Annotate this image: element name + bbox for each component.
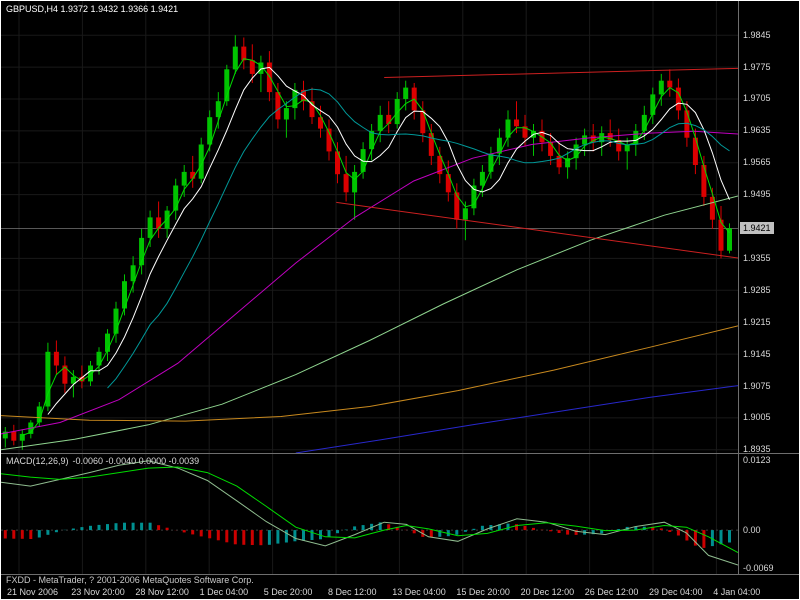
- time-axis-label: 20 Dec 12:00: [520, 587, 575, 597]
- time-axis[interactable]: 21 Nov 2006 23 Nov 20:00 28 Nov 12:00 1 Dec…: [1, 586, 799, 599]
- time-axis-divider: [1, 574, 799, 575]
- price-axis[interactable]: 1.9421 1.9845 1.9775 1.9705 1.9635 1.9565 1.9…: [738, 1, 798, 455]
- time-axis-label: 15 Dec 20:00: [456, 587, 510, 597]
- price-axis-label: 1.8935: [743, 444, 771, 455]
- copyright-text: FXDD - MetaTrader, ? 2001-2006 MetaQuote…: [6, 575, 254, 585]
- macd-axis[interactable]: 0.0123 0.00 -0.0069: [738, 454, 798, 574]
- time-axis-label: 1 Dec 04:00: [199, 587, 249, 597]
- macd-name: MACD(12,26,9): [6, 456, 69, 466]
- price-axis-label: 1.9845: [743, 29, 771, 40]
- ohlc-values: 1.9372 1.9432 1.9366 1.9421: [60, 4, 179, 14]
- macd-axis-label: 0.00: [743, 524, 761, 535]
- panel-divider[interactable]: [1, 453, 799, 454]
- candlestick-chart[interactable]: [1, 1, 738, 453]
- price-axis-label: 1.9635: [743, 125, 771, 136]
- price-axis-label: 1.9145: [743, 348, 771, 359]
- price-axis-label: 1.9355: [743, 252, 771, 263]
- macd-chart[interactable]: [1, 454, 738, 574]
- time-axis-label: 13 Dec 04:00: [392, 587, 446, 597]
- price-axis-label: 1.9215: [743, 316, 771, 327]
- macd-panel-row: MACD(12,26,9) -0.0060 -0.0040 0.0000 -0.0…: [1, 454, 799, 574]
- macd-axis-label: 0.0123: [743, 455, 771, 466]
- time-axis-label: 28 Nov 12:00: [135, 587, 189, 597]
- time-axis-label: 29 Dec 04:00: [649, 587, 703, 597]
- main-chart-row: GBPUSD,H4 1.9372 1.9432 1.9366 1.9421 1.…: [1, 1, 799, 455]
- time-axis-label: 4 Jan 04:00: [713, 587, 761, 597]
- price-axis-label: 1.9495: [743, 189, 771, 200]
- symbol-name: GBPUSD,H4: [6, 4, 59, 14]
- macd-indicator-label: MACD(12,26,9) -0.0060 -0.0040 0.0000 -0.0…: [6, 456, 203, 466]
- price-axis-label: 1.9775: [743, 61, 771, 72]
- price-axis-label: 1.9705: [743, 93, 771, 104]
- macd-axis-label: -0.0069: [743, 563, 774, 574]
- macd-values: -0.0060 -0.0040 0.0000 -0.0039: [72, 456, 200, 466]
- time-axis-label: 26 Dec 12:00: [584, 587, 639, 597]
- price-chart-canvas[interactable]: GBPUSD,H4 1.9372 1.9432 1.9366 1.9421: [1, 1, 738, 453]
- price-axis-label: 1.9565: [743, 157, 771, 168]
- time-axis-label: 8 Dec 12:00: [328, 587, 377, 597]
- symbol-ohlc-label: GBPUSD,H4 1.9372 1.9432 1.9366 1.9421: [6, 4, 178, 14]
- time-axis-label: 23 Nov 20:00: [71, 587, 125, 597]
- price-axis-label: 1.9285: [743, 284, 771, 295]
- time-axis-label: 21 Nov 2006: [7, 587, 59, 597]
- price-axis-label: 1.9005: [743, 412, 771, 423]
- price-axis-label: 1.9075: [743, 380, 771, 391]
- macd-panel-canvas[interactable]: MACD(12,26,9) -0.0060 -0.0040 0.0000 -0.0…: [1, 454, 738, 574]
- time-axis-label: 5 Dec 20:00: [263, 587, 313, 597]
- current-price-badge: 1.9421: [740, 222, 774, 235]
